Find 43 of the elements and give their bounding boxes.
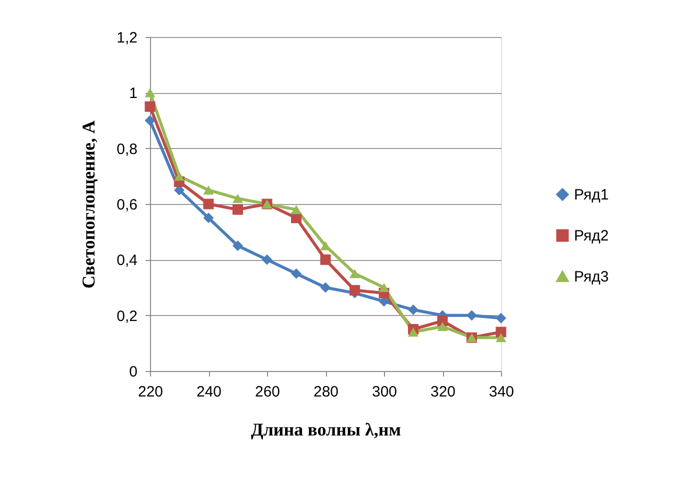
point xyxy=(350,285,360,296)
point xyxy=(203,212,214,224)
x-tick-label: 220 xyxy=(138,384,164,400)
x-tick-label: 300 xyxy=(372,384,398,400)
y-tick-label: 0,4 xyxy=(116,252,138,270)
point xyxy=(174,172,184,181)
y-tick-label: 0 xyxy=(129,364,138,380)
point xyxy=(144,115,156,126)
y-tick-label: 1,2 xyxy=(116,30,138,46)
point xyxy=(378,282,390,292)
point xyxy=(203,186,214,195)
point xyxy=(408,304,418,316)
point xyxy=(203,198,214,210)
x-tick-label: 260 xyxy=(254,384,280,400)
x-axis-title: Длина волны λ,нм xyxy=(250,420,402,440)
y-axis-title: Светопоглощение, А xyxy=(78,120,99,288)
y-tick-label: 0,6 xyxy=(116,196,138,214)
point xyxy=(291,205,302,214)
point xyxy=(232,194,243,203)
point xyxy=(291,268,302,279)
x-tick-label: 340 xyxy=(488,384,514,400)
x-tick-label: 240 xyxy=(196,384,222,400)
y-tick-label: 1 xyxy=(129,85,138,102)
point xyxy=(232,240,243,251)
legend-label: Ряд1 xyxy=(574,186,609,204)
point xyxy=(320,282,331,293)
point xyxy=(144,88,156,98)
legend-label: Ряд2 xyxy=(574,228,609,244)
point xyxy=(437,322,448,332)
point xyxy=(496,312,506,324)
point xyxy=(496,333,506,342)
point xyxy=(144,101,156,112)
point xyxy=(320,254,331,265)
x-tick-label: 320 xyxy=(430,384,456,400)
point xyxy=(466,310,477,321)
legend-label: Ряд3 xyxy=(574,268,609,286)
x-tick-label: 280 xyxy=(313,384,339,400)
point xyxy=(350,269,360,278)
y-tick-label: 0,2 xyxy=(116,308,138,325)
y-tick-label: 0,8 xyxy=(116,140,138,158)
point xyxy=(232,204,243,215)
point xyxy=(262,254,272,265)
point xyxy=(408,327,418,337)
